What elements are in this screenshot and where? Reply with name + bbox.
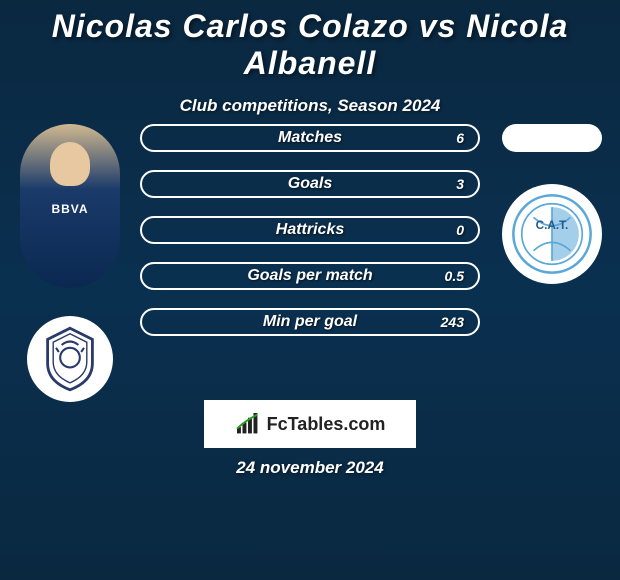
stat-label: Goals xyxy=(288,175,332,193)
atletico-tucuman-shield-icon: C.A.T. xyxy=(510,192,594,276)
stat-label: Hattricks xyxy=(276,221,344,239)
site-logo-text: FcTables.com xyxy=(267,414,386,435)
stat-label: Goals per match xyxy=(247,267,372,285)
stat-row-goals-per-match: Goals per match 0.5 xyxy=(140,262,480,290)
club-badge-right: C.A.T. xyxy=(502,184,602,284)
stat-right-value: 243 xyxy=(424,314,464,330)
stat-right-value: 3 xyxy=(424,176,464,192)
stat-row-goals: Goals 3 xyxy=(140,170,480,198)
stat-right-value: 0.5 xyxy=(424,268,464,284)
stats-list: Matches 6 Goals 3 Hattricks 0 Goals per … xyxy=(140,124,480,354)
gimnasia-shield-icon xyxy=(35,324,105,394)
bars-icon xyxy=(235,413,261,435)
left-player-column xyxy=(10,124,130,402)
page-title: Nicolas Carlos Colazo vs Nicola Albanell xyxy=(0,0,620,82)
stat-right-value: 0 xyxy=(424,222,464,238)
subtitle: Club competitions, Season 2024 xyxy=(0,96,620,116)
snapshot-date: 24 november 2024 xyxy=(0,458,620,478)
stat-row-matches: Matches 6 xyxy=(140,124,480,152)
club-badge-right-text: C.A.T. xyxy=(536,219,569,232)
player-photo-right-placeholder xyxy=(502,124,602,152)
stat-row-min-per-goal: Min per goal 243 xyxy=(140,308,480,336)
stat-right-value: 6 xyxy=(424,130,464,146)
right-player-column: C.A.T. xyxy=(492,124,612,284)
player-photo-left xyxy=(20,124,120,288)
stat-label: Matches xyxy=(278,129,342,147)
stat-row-hattricks: Hattricks 0 xyxy=(140,216,480,244)
site-logo[interactable]: FcTables.com xyxy=(204,400,416,448)
club-badge-left xyxy=(27,316,113,402)
stat-label: Min per goal xyxy=(263,313,357,331)
